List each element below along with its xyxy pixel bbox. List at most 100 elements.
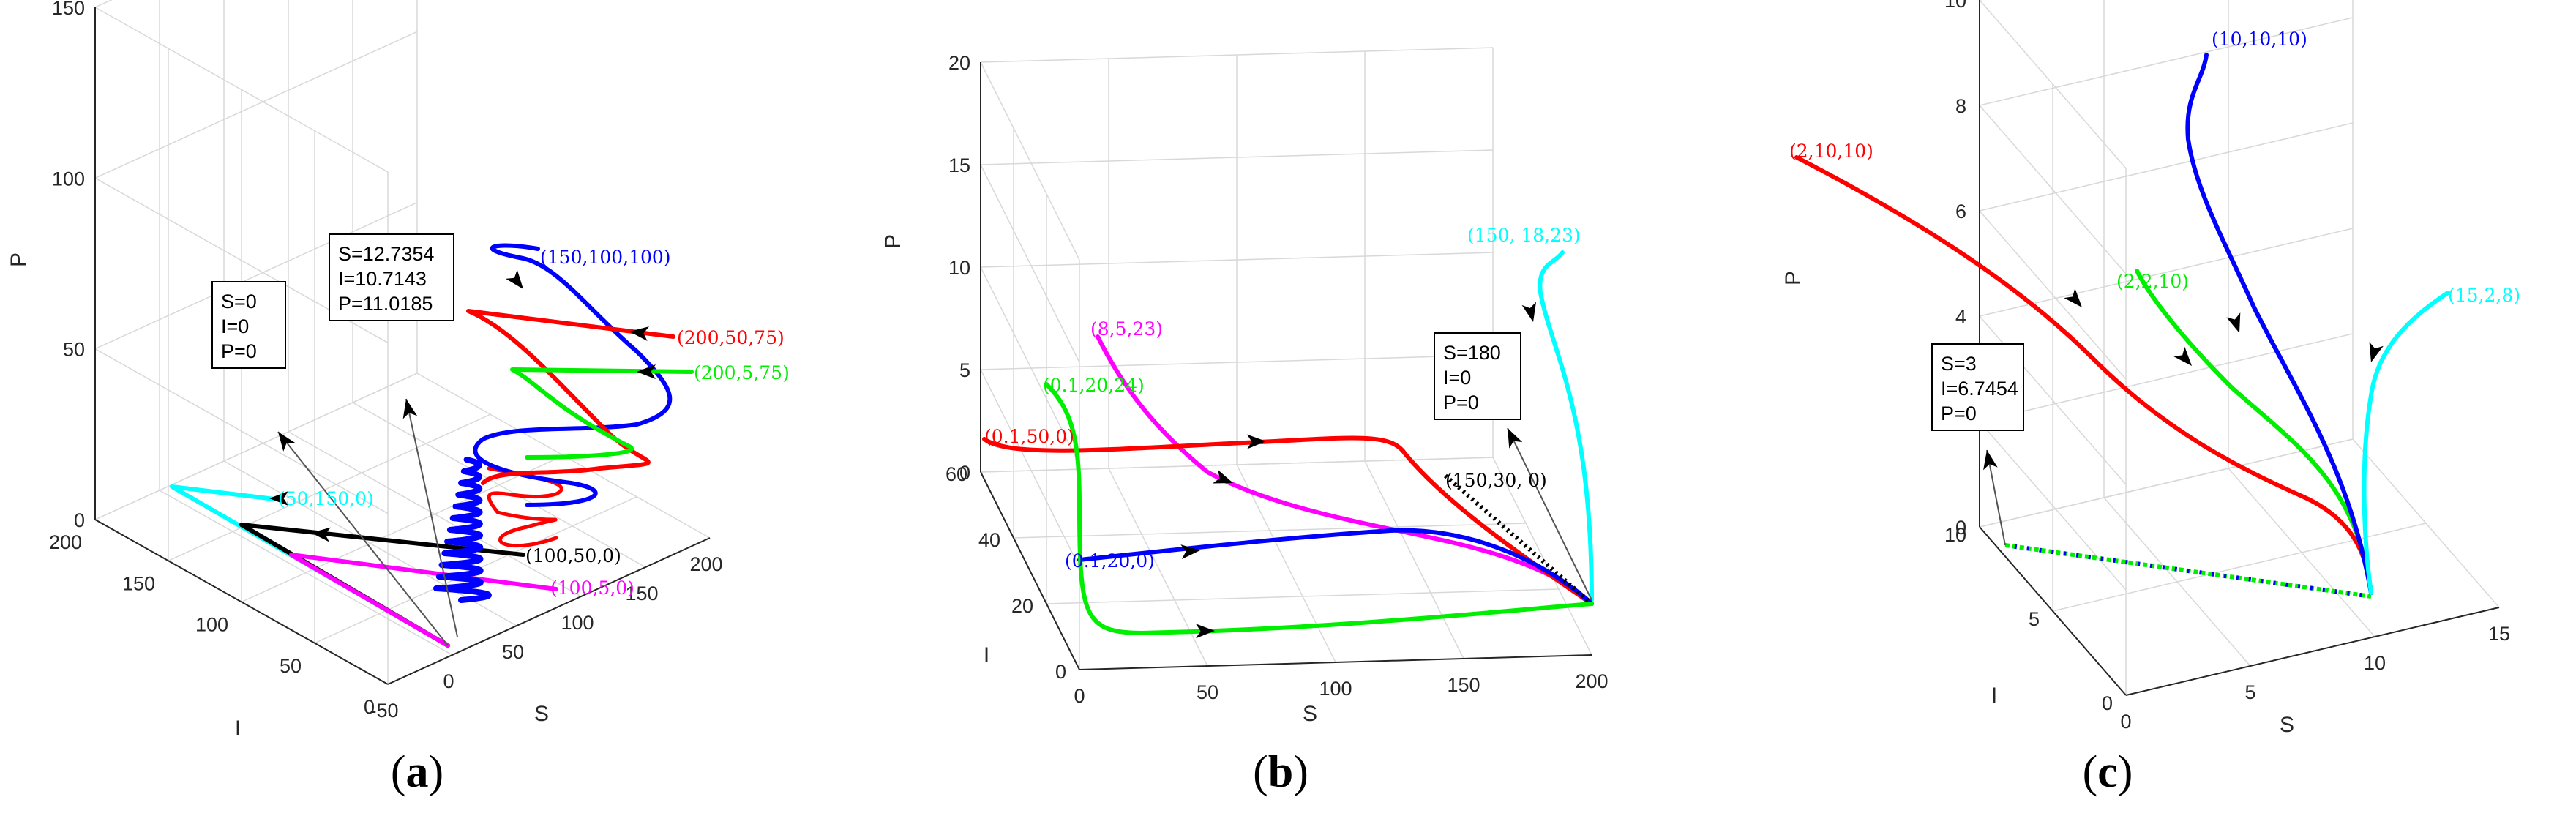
series-cyan-trajectory xyxy=(1538,250,1594,602)
equilibrium-annotation-text: I=0 xyxy=(221,315,249,337)
equilibrium-annotation-box xyxy=(329,233,454,321)
grid-line xyxy=(1979,210,2127,380)
equilibrium-annotation-text: I=10.7143 xyxy=(338,268,427,290)
grid-line xyxy=(1979,105,2127,274)
s-tick-label: 200 xyxy=(689,553,722,575)
i-axis xyxy=(94,519,389,685)
i-axis xyxy=(980,471,1080,670)
trajectory-arrow xyxy=(2064,288,2082,307)
s-tick-label: 200 xyxy=(1575,670,1608,692)
annotation-pointer xyxy=(1507,427,1592,601)
equilibrium-annotation-text: S=12.7354 xyxy=(338,243,434,265)
trajectory-arrow xyxy=(506,269,523,289)
series-start-label: (0.1,20,0) xyxy=(1065,550,1155,572)
series-start-label: (100,5,0) xyxy=(550,577,634,599)
s-tick-label: 150 xyxy=(1447,674,1480,696)
series-start-label: (0.1,50,0) xyxy=(984,426,1074,447)
series-magenta-trajectory xyxy=(289,553,558,648)
series-start-label: (200,50,75) xyxy=(677,327,785,348)
equilibrium-annotation-text: S=0 xyxy=(221,291,257,312)
trajectory-arrow xyxy=(269,491,288,506)
grid-line xyxy=(1013,523,1527,539)
annotation-pointer xyxy=(1986,449,2006,546)
s-axis xyxy=(387,537,711,685)
grid-line xyxy=(980,47,1494,63)
grid-line xyxy=(1979,438,2354,528)
equilibrium-annotation-text: P=0 xyxy=(1443,392,1479,413)
series-start-label: (15,2,8) xyxy=(2448,285,2520,306)
grid-line xyxy=(980,354,1494,370)
grid-line xyxy=(1979,122,2354,212)
trajectory-arrow xyxy=(1983,450,1998,471)
series-red-upper xyxy=(466,309,675,485)
i-axis-label: I xyxy=(984,643,989,667)
p-axis-label: P xyxy=(881,234,905,249)
p-tick-label: 10 xyxy=(948,257,970,279)
i-axis xyxy=(1979,526,2127,696)
series-red-trajectory xyxy=(487,466,564,548)
grid-line xyxy=(241,454,564,603)
grid-line xyxy=(980,369,1080,568)
s-tick-label: 150 xyxy=(625,583,658,604)
equilibrium-annotation-text: P=11.0185 xyxy=(338,293,433,315)
p-tick-label: 20 xyxy=(948,52,970,74)
series-blue-trajectory xyxy=(2185,53,2373,595)
series-start-label: (100,50,0) xyxy=(525,545,621,566)
s-tick-label: 15 xyxy=(2488,623,2510,645)
grid-line xyxy=(94,0,113,8)
i-tick-label: 5 xyxy=(2029,608,2040,630)
s-tick-label: 5 xyxy=(2244,681,2255,703)
grid-line xyxy=(1492,457,1592,656)
panel-label: (c) xyxy=(2083,747,2133,797)
s-axis xyxy=(2125,607,2500,696)
series-cyan-trajectory xyxy=(2362,291,2450,595)
i-axis-label: I xyxy=(1991,684,1997,708)
grid-line xyxy=(1979,228,2354,317)
annotation-pointer xyxy=(405,398,458,637)
grid-line xyxy=(168,413,491,561)
series-start-label: (50,150,0) xyxy=(278,488,374,509)
i-tick-label: 0 xyxy=(1055,661,1066,683)
series-red-trajectory xyxy=(1794,155,2373,595)
equilibrium-annotation-text: I=0 xyxy=(1443,367,1471,389)
grid-line xyxy=(980,164,1080,363)
p-axis-label: P xyxy=(1781,271,1805,285)
s-tick-label: 100 xyxy=(1319,678,1352,700)
i-axis-label: I xyxy=(235,716,241,741)
s-axis-label: S xyxy=(2280,713,2294,737)
i-tick-label: 20 xyxy=(1011,595,1033,617)
grid-line xyxy=(980,61,1080,261)
s-tick-label: 100 xyxy=(561,612,594,634)
equilibrium-annotation-box xyxy=(211,281,286,369)
i-tick-label: 150 xyxy=(122,572,155,594)
i-tick-label: 100 xyxy=(195,614,228,636)
series-start-label: (2,10,10) xyxy=(1789,141,1873,162)
trajectory-arrow xyxy=(2174,346,2192,366)
series-start-label: (150,30, 0) xyxy=(1445,470,1547,491)
grid-line xyxy=(1236,464,1336,663)
series-green-trajectory xyxy=(510,367,694,460)
equilibrium-annotation-text: S=3 xyxy=(1941,353,1977,375)
p-tick-label: 6 xyxy=(1955,201,1966,222)
series-blue-trajectory xyxy=(473,243,673,507)
i-tick-label: 40 xyxy=(978,529,1000,551)
equilibrium-annotation-text: S=180 xyxy=(1443,342,1501,364)
trajectory-arrow xyxy=(2369,342,2384,362)
series-start-label: (0.1,20,24) xyxy=(1043,375,1145,396)
s-tick-label: -50 xyxy=(370,700,398,722)
p-tick-label: 8 xyxy=(1955,95,1966,117)
s-tick-label: 0 xyxy=(443,670,454,692)
s-axis xyxy=(1079,654,1592,670)
series-start-label: (150, 18,23) xyxy=(1467,225,1581,246)
series-green-trajectory xyxy=(2135,269,2373,595)
trajectory-arrow xyxy=(637,364,656,379)
s-tick-label: 0 xyxy=(1074,685,1085,707)
trajectory-arrow xyxy=(1213,469,1233,484)
panel-label: (b) xyxy=(1253,747,1308,797)
panel-c: 05101505100246810SIPS=3I=6.7454P=0(10,10… xyxy=(1781,0,2520,797)
grid-line xyxy=(1364,460,1464,659)
s-axis-label: S xyxy=(534,702,549,726)
series-blue-spiral xyxy=(433,457,492,603)
i-tick-label: 10 xyxy=(1944,524,1966,546)
grid-line xyxy=(94,201,418,350)
